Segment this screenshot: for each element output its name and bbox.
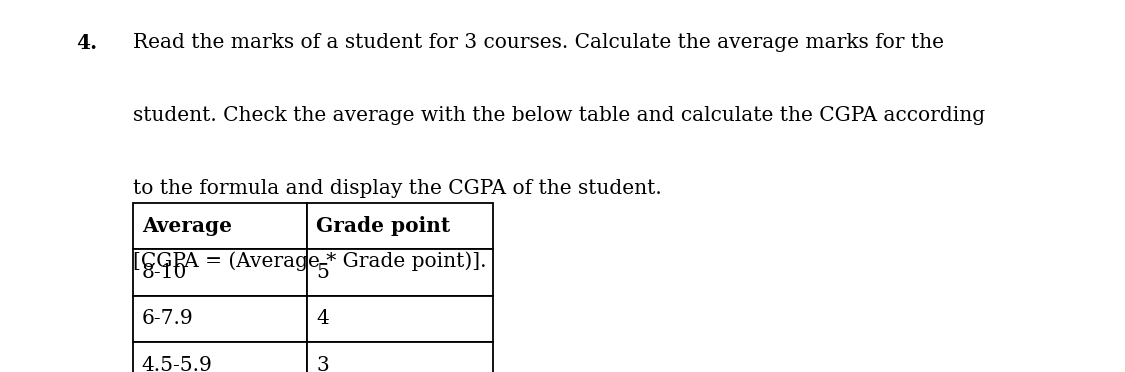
- Bar: [307, 203, 493, 249]
- Text: 4.: 4.: [76, 33, 98, 54]
- Bar: [133, 203, 307, 249]
- Bar: [133, 249, 307, 296]
- Text: 4: 4: [316, 310, 328, 328]
- Bar: [133, 342, 307, 372]
- Text: Average: Average: [142, 216, 232, 236]
- Bar: [307, 342, 493, 372]
- Text: Read the marks of a student for 3 courses. Calculate the average marks for the: Read the marks of a student for 3 course…: [133, 33, 944, 52]
- Bar: [133, 296, 307, 342]
- Text: to the formula and display the CGPA of the student.: to the formula and display the CGPA of t…: [133, 179, 662, 198]
- Text: [CGPA = (Average * Grade point)].: [CGPA = (Average * Grade point)].: [133, 251, 486, 271]
- Text: 6-7.9: 6-7.9: [142, 310, 194, 328]
- Text: 4.5-5.9: 4.5-5.9: [142, 356, 213, 372]
- Bar: [307, 249, 493, 296]
- Text: 5: 5: [316, 263, 328, 282]
- Text: student. Check the average with the below table and calculate the CGPA according: student. Check the average with the belo…: [133, 106, 984, 125]
- Text: 3: 3: [316, 356, 328, 372]
- Bar: [307, 296, 493, 342]
- Text: Grade point: Grade point: [316, 216, 450, 236]
- Text: 8-10: 8-10: [142, 263, 187, 282]
